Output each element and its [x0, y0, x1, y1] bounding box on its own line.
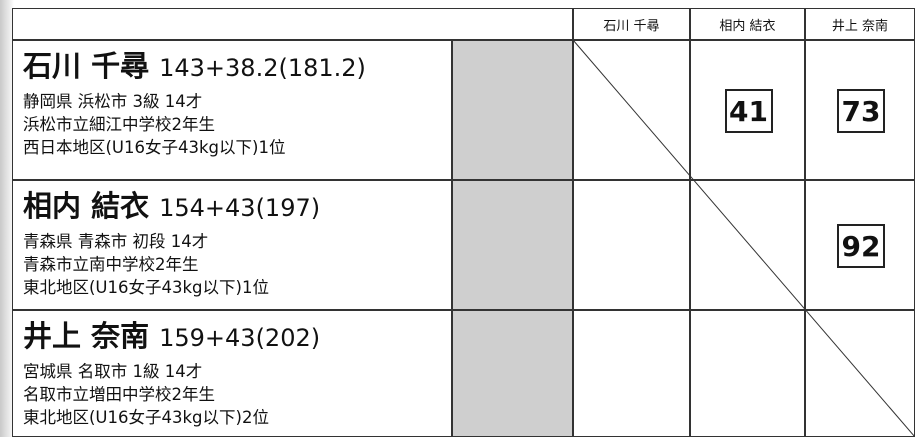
score-box: 41 [724, 89, 773, 133]
name-line: 相内 結衣 154+43(197) [23, 189, 451, 228]
player-name: 井上 奈南 [23, 319, 150, 353]
player-record: 159+43(202) [159, 324, 321, 352]
player-info: 井上 奈南 159+43(202) 宮城県 名取市 1級 14才 名取市立増田中学校2… [12, 310, 452, 437]
result-cell: 41 [690, 40, 805, 180]
score-box: 92 [837, 224, 885, 268]
diagonal-line [572, 39, 915, 437]
info-line: 東北地区(U16女子43kg以下)1位 [23, 278, 269, 297]
info-line: 西日本地区(U16女子43kg以下)1位 [23, 138, 286, 157]
name-line: 石川 千尋 143+38.2(181.2) [23, 49, 451, 88]
result-cell: 73 [805, 40, 915, 180]
player-photo [452, 180, 573, 310]
info-line: 青森県 青森市 初段 14才 [23, 232, 209, 251]
player-record: 154+43(197) [159, 194, 321, 222]
info-line: 宮城県 名取市 1級 14才 [23, 362, 203, 381]
info-line: 浜松市立細江中学校2年生 [23, 115, 215, 134]
info-line: 名取市立増田中学校2年生 [23, 385, 215, 404]
column-header: 井上 奈南 [805, 8, 915, 40]
info-line: 青森市立南中学校2年生 [23, 255, 199, 274]
player-photo [452, 310, 573, 437]
result-cell [573, 310, 690, 437]
player-photo [452, 40, 573, 180]
header-blank [12, 8, 573, 40]
score-box: 73 [837, 89, 885, 133]
column-header: 石川 千尋 [573, 8, 690, 40]
table: 石川 千尋 相内 結衣 井上 奈南 石川 千尋 143+38.2(181.2) 静岡県 浜… [12, 8, 915, 437]
player-name: 相内 結衣 [23, 189, 150, 223]
player-record: 143+38.2(181.2) [159, 54, 366, 82]
result-cell [690, 180, 805, 310]
player-info: 相内 結衣 154+43(197) 青森県 青森市 初段 14才 青森市立南中学校2年… [12, 180, 452, 310]
result-cell [573, 180, 690, 310]
diagonal-overlay [572, 39, 915, 437]
info-line: 東北地区(U16女子43kg以下)2位 [23, 408, 269, 427]
column-header: 相内 結衣 [690, 8, 805, 40]
info-line: 静岡県 浜松市 3級 14才 [23, 92, 203, 111]
player-name: 石川 千尋 [23, 49, 150, 83]
player-info: 石川 千尋 143+38.2(181.2) 静岡県 浜松市 3級 14才 浜松市立細江… [12, 40, 452, 180]
result-cell: 92 [805, 180, 915, 310]
result-cell [690, 310, 805, 437]
name-line: 井上 奈南 159+43(202) [23, 319, 451, 358]
